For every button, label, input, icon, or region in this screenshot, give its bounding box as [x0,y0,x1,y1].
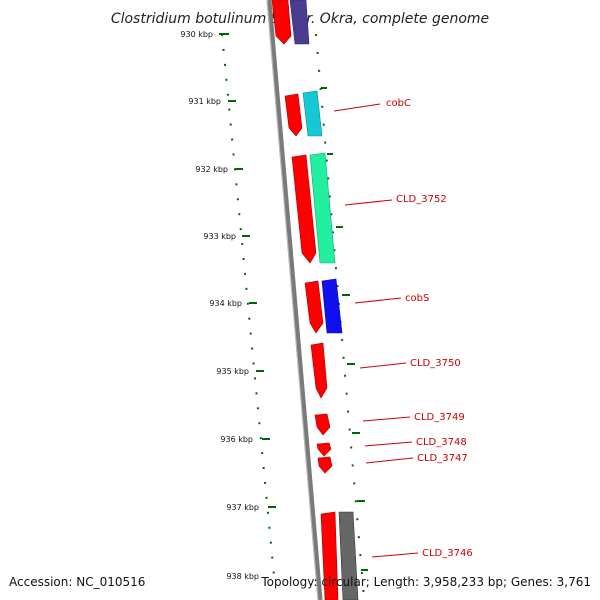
feature-blocks [289,0,359,600]
gene-arrow[interactable] [314,413,331,436]
genome-backbone-highlight [266,0,319,600]
gene-label-cld3747[interactable]: CLD_3747 [417,453,468,464]
gene-label-cld3748[interactable]: CLD_3748 [416,437,467,448]
gene-label-cld3752[interactable]: CLD_3752 [396,194,447,205]
topology-text: Topology: circular; Length: 3,958,233 bp… [260,575,591,589]
ruler-tick-938: 938 kbp [226,572,259,581]
label-leader [365,457,414,464]
tick-label: 937 kbp [226,503,259,512]
accession-text: Accession: NC_010516 [9,575,145,589]
label-leader [364,441,413,447]
ruler-dots [221,33,275,577]
ruler-tick-931: 931 kbp [188,97,236,106]
gene-arrow[interactable] [284,93,303,137]
gene-label-cld3750[interactable]: CLD_3750 [410,358,461,369]
tick-label: 935 kbp [216,367,249,376]
gene-label-cobC[interactable]: cobC [386,98,411,109]
tick-label: 931 kbp [188,97,221,106]
forward-genes [271,0,339,600]
label-leader [362,416,411,422]
ruler-tick-930: 930 kbp [180,30,229,39]
tick-label: 934 kbp [209,299,242,308]
gene-arrow[interactable] [310,342,328,399]
gene-arrow[interactable] [317,456,333,474]
label-leader [333,103,381,112]
ruler-tick-933: 933 kbp [203,232,250,241]
ruler-tick-935: 935 kbp [216,367,264,376]
outer-edge-ticks [321,87,368,571]
gene-arrow[interactable] [304,280,324,334]
label-leader [354,297,402,304]
gene-arrow[interactable] [320,511,339,600]
ruler-tick-934: 934 kbp [209,299,257,308]
gene-arrow[interactable] [291,154,317,264]
gene-label-cld3749[interactable]: CLD_3749 [414,412,465,423]
feature-block[interactable] [309,152,336,264]
tick-label: 933 kbp [203,232,236,241]
feature-block[interactable] [289,0,310,45]
feature-block[interactable] [302,90,323,137]
ruler-tick-936: 936 kbp [220,435,270,444]
tick-label: 936 kbp [220,435,253,444]
ruler-tick-937: 937 kbp [226,503,276,512]
gene-label-cobS[interactable]: cobS [405,293,429,304]
feature-block[interactable] [338,511,359,600]
genome-backbone [266,0,323,600]
tick-label: 932 kbp [195,165,228,174]
feature-block[interactable] [321,278,343,334]
gene-arrow[interactable] [316,442,332,457]
tick-label: 930 kbp [180,30,213,39]
label-leader [344,199,393,206]
ruler-tick-932: 932 kbp [195,165,243,174]
label-leader [371,552,419,558]
label-leader [359,362,407,369]
gene-labels: cobC CLD_3752 cobS CLD_3750 CLD_3749 CLD… [333,98,473,559]
tick-label: 938 kbp [226,572,259,581]
gene-label-cld3746[interactable]: CLD_3746 [422,548,473,559]
gene-arrow[interactable] [271,0,292,45]
position-ruler: 930 kbp 931 kbp 932 kbp 933 kbp 934 kbp … [180,30,276,581]
